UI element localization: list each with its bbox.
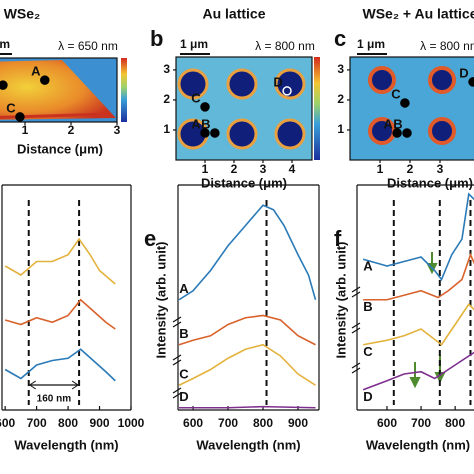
point-label: B (201, 116, 210, 131)
x-tick-label: 700 (218, 416, 238, 430)
x-tick-label: 600 (0, 416, 15, 430)
point-label: A (31, 64, 41, 79)
panel-letter: b (150, 26, 163, 51)
spectrum (178, 314, 316, 346)
x-tick-label: 4 (289, 162, 296, 176)
series-label: D (179, 389, 188, 404)
point-label: A (191, 116, 201, 131)
axis-breaks (172, 286, 361, 399)
x-tick-label: 600 (377, 416, 397, 430)
spectrum (178, 343, 316, 386)
plot-frame (349, 56, 474, 161)
wavelength-label: λ = 650 nm (58, 39, 118, 53)
x-axis-label: Distance (μm) (201, 175, 287, 190)
map-b (176, 57, 320, 160)
x-tick-label: 1 (377, 162, 384, 176)
point (402, 128, 412, 138)
scale-bar-label: 1 μm (180, 37, 208, 51)
series-label: D (363, 389, 372, 404)
y-tick-label: 1 (337, 122, 344, 136)
x-tick-label: 800 (58, 416, 78, 430)
x-tick-label: 1 (202, 162, 209, 176)
x-axis-label: Distance (μm) (17, 141, 103, 156)
spectrum (178, 204, 317, 301)
x-tick-label: 700 (27, 416, 47, 430)
x-tick-label: 700 (411, 416, 431, 430)
point-label: D (459, 65, 468, 80)
series-label: A (363, 259, 373, 274)
point-label: C (191, 90, 201, 105)
spectrum (4, 237, 116, 285)
point (468, 77, 474, 87)
x-tick-label: 800 (253, 416, 273, 430)
series-label: C (179, 367, 189, 382)
series-label: A (179, 281, 189, 296)
panel-title: WSe₂ + Au lattice (362, 6, 474, 22)
x-tick-label: 3 (437, 162, 444, 176)
x-tick-label: 2 (407, 162, 414, 176)
x-tick-label: 900 (288, 416, 308, 430)
point (200, 128, 210, 138)
x-tick-label: 1000 (118, 416, 145, 430)
x-tick-label: 2 (231, 162, 238, 176)
spectrum (4, 348, 116, 382)
x-tick-label: 2 (68, 123, 75, 137)
series-label: B (179, 326, 188, 341)
point-label: D (273, 74, 282, 89)
point (40, 75, 50, 85)
panel-title: WSe₂ (4, 6, 41, 22)
point-label: C (6, 100, 16, 115)
point (392, 128, 402, 138)
x-tick-label: 3 (114, 123, 121, 137)
y-tick-label: 2 (163, 92, 170, 106)
y-axis-label: Intensity (arb. unit) (333, 242, 348, 359)
wavelength-label: λ = 800 nm (255, 39, 315, 53)
point-label: B (393, 116, 402, 131)
scale-bar-label: 1 μm (357, 37, 385, 51)
x-axis-label: Wavelength (nm) (196, 437, 300, 452)
span-arrow-heads (28, 380, 79, 390)
map-a (0, 58, 127, 122)
map-c (350, 57, 474, 160)
y-tick-label: 1 (163, 122, 170, 136)
span-label: 160 nm (37, 394, 72, 405)
spectrum (362, 351, 474, 391)
point-label: C (391, 86, 401, 101)
spectrum (4, 298, 116, 330)
point (282, 86, 292, 96)
x-tick-label: 1 (22, 123, 29, 137)
point (200, 102, 210, 112)
scale-bar-label: 1 μm (0, 37, 10, 51)
y-tick-label: 3 (163, 62, 170, 76)
point (210, 128, 220, 138)
x-tick-label: 900 (90, 416, 110, 430)
x-tick-label: 800 (445, 416, 465, 430)
y-axis-label: Intensity (arb. unit) (153, 242, 168, 359)
x-tick-label: 3 (260, 162, 267, 176)
x-tick-label: 600 (183, 416, 203, 430)
spectrum (179, 405, 316, 409)
plot-frame (175, 56, 313, 161)
panel-title: Au lattice (202, 6, 265, 22)
panel-letter: e (144, 226, 156, 251)
y-tick-label: 3 (337, 62, 344, 76)
point (0, 80, 8, 90)
point-label: A (383, 116, 393, 131)
series-label: B (363, 299, 372, 314)
point (15, 112, 25, 122)
point (400, 98, 410, 108)
x-axis-label: Distance (μm) (387, 175, 473, 190)
spectrum (362, 192, 474, 282)
x-axis-label: Wavelength (nm) (366, 437, 470, 452)
wavelength-label: λ = 800 nm (420, 39, 474, 53)
series-label: C (363, 344, 373, 359)
panel-letter: f (334, 226, 342, 251)
spectrum (363, 252, 474, 301)
plot-frame (0, 57, 118, 123)
x-axis-label: Wavelength (nm) (14, 437, 118, 452)
panel-letter: c (334, 26, 346, 51)
y-tick-label: 2 (337, 92, 344, 106)
spectrum (362, 303, 474, 346)
